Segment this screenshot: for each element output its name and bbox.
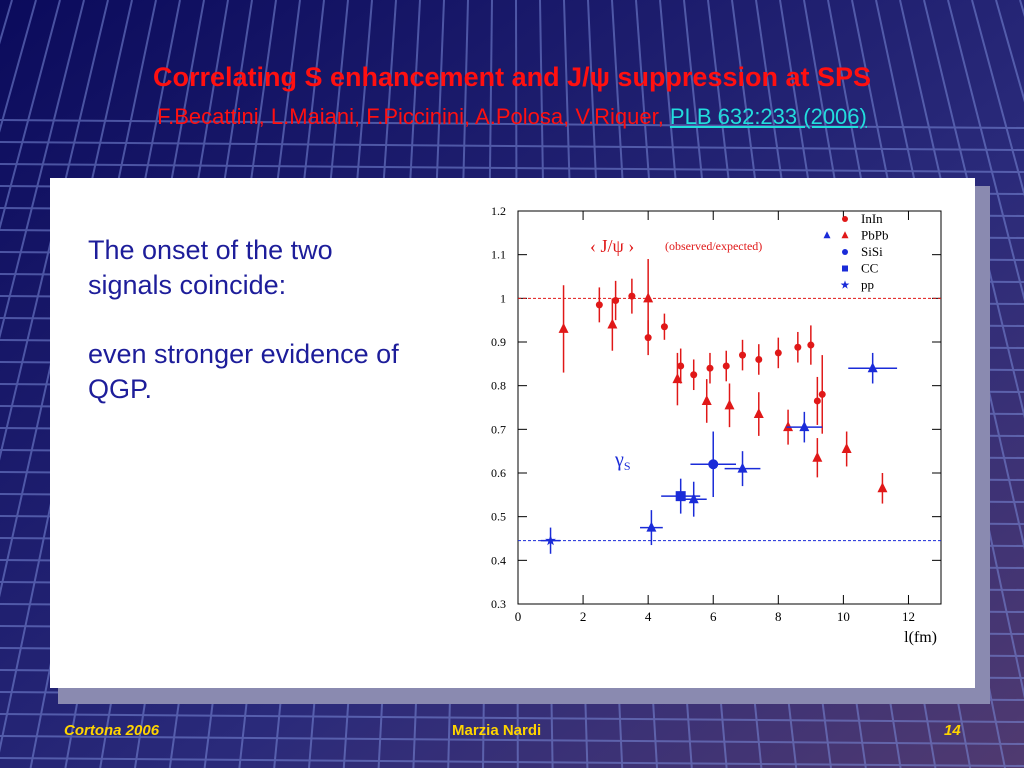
data-point: [739, 351, 747, 359]
data-point: [643, 292, 654, 303]
data-point: [737, 462, 748, 473]
x-tick-label: 4: [645, 609, 652, 624]
y-tick-label: 0.9: [491, 335, 506, 349]
x-tick-label: 8: [775, 609, 782, 624]
series-gamma_s-sisi: [690, 431, 737, 498]
y-tick-label: 0.3: [491, 597, 506, 611]
y-tick-label: 0.8: [491, 379, 506, 393]
data-point: [794, 343, 802, 351]
legend-marker: [840, 280, 850, 289]
footer-event: Cortona 2006: [64, 722, 160, 739]
data-point: [753, 408, 764, 419]
series-gamma_s-cc: [661, 478, 701, 514]
legend-marker: [842, 249, 848, 255]
slide-subtitle: F.Becattini, L.Maiani, F.Piccinini, A.Po…: [0, 104, 1024, 130]
jpsi-label: ‹ J/ψ ›: [590, 236, 634, 256]
bullet-evidence: even stronger evidence of QGP.: [88, 339, 399, 404]
y-tick-label: 1.1: [491, 248, 506, 262]
plot-frame: [517, 210, 942, 605]
data-point: [545, 534, 556, 546]
data-point: [755, 355, 763, 363]
data-point: [783, 421, 794, 432]
series-gamma_s-pp: [540, 527, 561, 554]
data-point: [701, 394, 712, 405]
legend-marker: [823, 231, 831, 239]
footer-page-number: 14: [944, 722, 961, 739]
data-point: [675, 491, 686, 502]
data-point: [672, 373, 683, 384]
x-tick-label: 0: [515, 609, 522, 624]
data-point: [558, 322, 569, 333]
data-point: [774, 349, 782, 357]
y-tick-label: 0.4: [491, 553, 506, 567]
series-jpsi-pbpb: [558, 259, 888, 504]
legend-label-cc: CC: [861, 261, 878, 276]
data-point: [867, 362, 878, 373]
footer-author: Marzia Nardi: [452, 722, 542, 739]
data-point: [688, 493, 699, 504]
legend-label-sisi: SiSi: [861, 244, 883, 259]
y-tick-label: 0.5: [491, 510, 506, 524]
reference-link[interactable]: PLB 632:233 (2006): [669, 104, 867, 129]
legend-marker: [842, 216, 848, 222]
data-point: [813, 397, 821, 405]
bullet-onset: The onset of the two signals coincide:: [88, 235, 333, 300]
x-tick-label: 12: [902, 609, 915, 624]
x-tick-label: 2: [580, 609, 587, 624]
data-point: [724, 399, 735, 410]
data-point: [677, 362, 685, 370]
data-point: [660, 323, 668, 331]
content-panel: [50, 178, 975, 688]
series-gamma_s-pbpb: [640, 352, 898, 546]
legend-label-pp: pp: [861, 277, 874, 292]
author-list: F.Becattini, L.Maiani, F.Piccinini, A.Po…: [157, 104, 670, 129]
x-tick-label: 6: [710, 609, 717, 624]
series-jpsi-inin: [595, 278, 826, 434]
y-tick-label: 1: [500, 291, 506, 305]
jpsi-note: (observed/expected): [665, 239, 762, 253]
y-tick-label: 0.7: [491, 422, 506, 436]
legend-label-inin: InIn: [861, 211, 883, 226]
data-point: [706, 364, 714, 372]
data-point: [612, 297, 620, 305]
data-point: [812, 451, 823, 462]
gamma-s-label: γS: [614, 449, 631, 473]
x-axis-label: l(fm): [904, 629, 937, 646]
data-point: [646, 521, 657, 532]
legend-marker: [842, 265, 848, 272]
legend-marker: [841, 231, 849, 239]
slide-title: Correlating S enhancement and J/ψ suppre…: [152, 62, 872, 92]
y-tick-label: 0.6: [491, 466, 506, 480]
data-point: [722, 362, 730, 370]
data-point: [628, 292, 636, 300]
data-point: [807, 341, 815, 349]
data-point: [690, 371, 698, 379]
data-point: [818, 390, 826, 398]
jpsi-gamma-chart: 0.3 0.4 0.5 0.6 0.7 0.8 0.9 1 1.1 1.2 0 2 4 6 8 10 12 l(f…: [491, 204, 942, 646]
data-point: [595, 301, 603, 309]
data-point: [708, 459, 719, 470]
data-point: [799, 421, 810, 432]
data-point: [841, 442, 852, 453]
data-point: [607, 318, 618, 329]
data-point: [877, 482, 888, 493]
x-tick-label: 10: [837, 609, 850, 624]
legend-label-pbpb: PbPb: [861, 228, 888, 243]
y-tick-label: 1.2: [491, 204, 506, 218]
